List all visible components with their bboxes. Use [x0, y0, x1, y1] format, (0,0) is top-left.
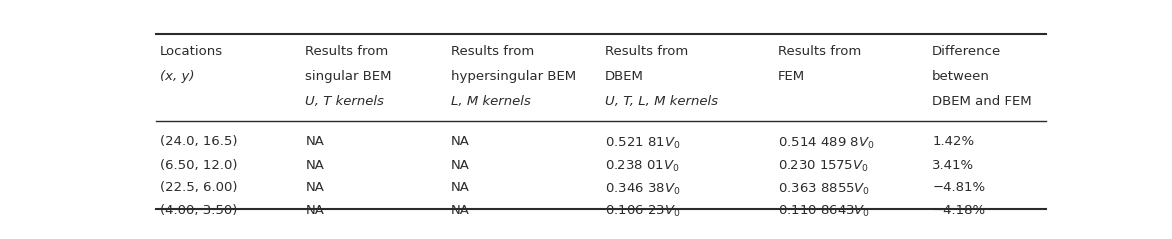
Text: hypersingular BEM: hypersingular BEM	[451, 70, 575, 83]
Text: 0.346 38$V_0$: 0.346 38$V_0$	[605, 181, 681, 196]
Text: NA: NA	[306, 181, 325, 194]
Text: (4.00, 3.50): (4.00, 3.50)	[161, 204, 238, 217]
Text: −4.18%: −4.18%	[932, 204, 986, 217]
Text: Results from: Results from	[306, 45, 389, 58]
Text: NA: NA	[306, 136, 325, 148]
Text: U, T, L, M kernels: U, T, L, M kernels	[605, 95, 718, 108]
Text: between: between	[932, 70, 990, 83]
Text: −4.81%: −4.81%	[932, 181, 986, 194]
Text: 0.230 1575$V_0$: 0.230 1575$V_0$	[778, 159, 868, 174]
Text: Locations: Locations	[161, 45, 223, 58]
Text: NA: NA	[451, 136, 470, 148]
Text: singular BEM: singular BEM	[306, 70, 391, 83]
Text: 0.238 01$V_0$: 0.238 01$V_0$	[605, 159, 680, 174]
Text: Results from: Results from	[451, 45, 534, 58]
Text: 0.110 8643$V_0$: 0.110 8643$V_0$	[778, 204, 870, 219]
Text: U, T kernels: U, T kernels	[306, 95, 384, 108]
Text: (24.0, 16.5): (24.0, 16.5)	[161, 136, 238, 148]
Text: 0.521 81$V_0$: 0.521 81$V_0$	[605, 136, 681, 151]
Text: (22.5, 6.00): (22.5, 6.00)	[161, 181, 238, 194]
Text: L, M kernels: L, M kernels	[451, 95, 531, 108]
Text: Results from: Results from	[605, 45, 688, 58]
Text: DBEM and FEM: DBEM and FEM	[932, 95, 1031, 108]
Text: NA: NA	[451, 204, 470, 217]
Text: (6.50, 12.0): (6.50, 12.0)	[161, 159, 238, 172]
Text: NA: NA	[451, 159, 470, 172]
Text: Difference: Difference	[932, 45, 1001, 58]
Text: NA: NA	[451, 181, 470, 194]
Text: 0.514 489 8$V_0$: 0.514 489 8$V_0$	[778, 136, 874, 151]
Text: 0.106 23$V_0$: 0.106 23$V_0$	[605, 204, 681, 219]
Text: FEM: FEM	[778, 70, 805, 83]
Text: NA: NA	[306, 159, 325, 172]
Text: (x, y): (x, y)	[161, 70, 195, 83]
Text: 0.363 8855$V_0$: 0.363 8855$V_0$	[778, 181, 870, 196]
Text: NA: NA	[306, 204, 325, 217]
Text: 1.42%: 1.42%	[932, 136, 974, 148]
Text: 3.41%: 3.41%	[932, 159, 974, 172]
Text: Results from: Results from	[778, 45, 861, 58]
Text: DBEM: DBEM	[605, 70, 645, 83]
